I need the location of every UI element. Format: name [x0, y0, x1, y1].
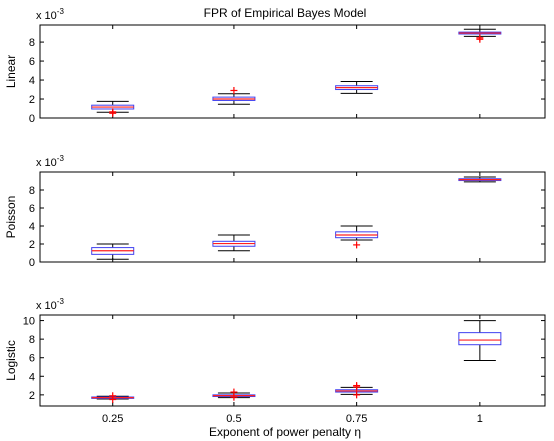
- box-0.75: [335, 225, 379, 249]
- y-tick-label: 2: [29, 239, 35, 251]
- outlier-marker: [353, 241, 361, 249]
- y-tick-label: 4: [29, 371, 35, 383]
- outlier-marker: [109, 108, 117, 116]
- y-tick-label: 6: [29, 203, 35, 215]
- axis-scale-factor: x 10-3: [36, 7, 64, 22]
- y-tick-label: 6: [29, 353, 35, 365]
- y-tick-label: 4: [29, 221, 35, 233]
- box-0.5: [212, 234, 256, 252]
- axis-scale-factor: x 10-3: [36, 154, 64, 169]
- box-0.25: [91, 243, 135, 260]
- y-tick-label: 0: [29, 257, 35, 269]
- y-tick-label: 6: [29, 56, 35, 68]
- box-1: [458, 28, 502, 43]
- figure-title: FPR of Empirical Bayes Model: [204, 6, 367, 20]
- outlier-marker: [476, 34, 484, 42]
- y-tick-label: 8: [29, 334, 35, 346]
- panel-logistic: 2 4 6 8 10 0.25 0.5 0.75 1 Logistic x 10-3: [4, 297, 546, 425]
- x-tick-label: 0.25: [102, 413, 123, 425]
- y-tick-label: 0: [29, 113, 35, 125]
- y-tick-label: 2: [29, 94, 35, 106]
- outlier-marker: [109, 392, 117, 400]
- axes-frame: [39, 314, 546, 407]
- x-tick-label: 0.5: [226, 413, 241, 425]
- outlier-marker: [230, 388, 238, 396]
- y-axis-label: Logistic: [4, 340, 18, 381]
- panels: 0 2 4 6 8 Linear x 10-3 0 2 4 6 8 Poisson x 10-3 2 4 6 8 1…: [4, 7, 546, 425]
- box-1: [458, 320, 502, 361]
- outlier-marker: [353, 391, 361, 399]
- box-0.75: [335, 80, 379, 94]
- y-tick-label: 2: [29, 390, 35, 402]
- axes-frame: [39, 24, 546, 119]
- outlier-marker: [353, 382, 361, 390]
- y-axis-label: Linear: [4, 55, 18, 88]
- box-0.25: [91, 392, 135, 403]
- box-0.75: [335, 382, 379, 399]
- box-1: [458, 176, 502, 183]
- axes-frame: [39, 171, 546, 263]
- panel-linear: 0 2 4 6 8 Linear x 10-3: [4, 7, 546, 125]
- y-axis-label: Poisson: [4, 196, 18, 239]
- panel-poisson: 0 2 4 6 8 Poisson x 10-3: [4, 154, 546, 269]
- x-tick-label: 0.75: [346, 413, 367, 425]
- outlier-marker: [230, 86, 238, 94]
- x-tick-label: 1: [477, 413, 483, 425]
- y-tick-label: 10: [23, 316, 35, 328]
- y-tick-label: 4: [29, 75, 35, 87]
- box-0.5: [212, 388, 256, 401]
- y-tick-label: 8: [29, 185, 35, 197]
- iqr-box: [458, 332, 502, 346]
- x-axis-label: Exponent of power penalty η: [209, 425, 361, 439]
- axis-scale-factor: x 10-3: [36, 297, 64, 312]
- box-0.25: [91, 100, 135, 117]
- box-0.5: [212, 86, 256, 105]
- y-tick-label: 8: [29, 37, 35, 49]
